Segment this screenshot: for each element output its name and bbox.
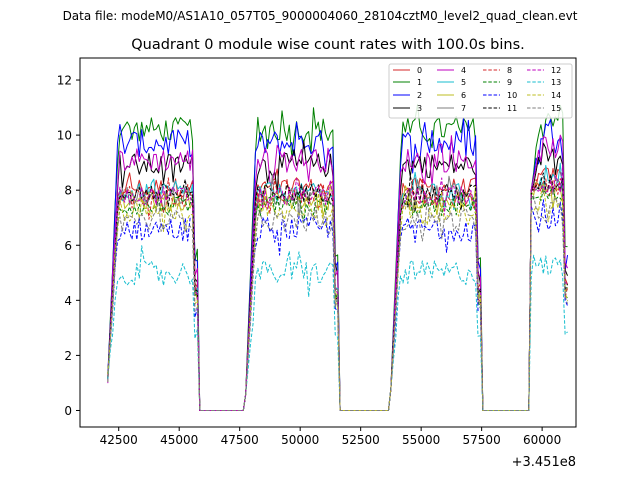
legend-label-module-12: 12 [551,66,561,75]
legend-label-module-1: 1 [417,78,422,87]
y-tick-label: 4 [64,294,72,308]
y-tick-label: 12 [57,74,72,88]
chart-suptitle: Data file: modeM0/AS1A10_057T05_90000040… [63,9,578,23]
legend-label-module-11: 11 [507,104,517,113]
legend-label-module-2: 2 [417,91,422,100]
legend-label-module-10: 10 [507,91,517,100]
x-tick-label: 42500 [100,433,138,447]
y-tick-label: 8 [64,184,72,198]
x-tick-label: 52500 [342,433,380,447]
x-tick-label: 60000 [523,433,561,447]
legend-label-module-15: 15 [551,104,561,113]
legend-label-module-6: 6 [461,91,466,100]
y-tick-label: 10 [57,129,72,143]
series-line-module-12 [107,164,568,411]
y-tick-label: 0 [64,404,72,418]
legend-label-module-14: 14 [551,91,561,100]
x-axis: 42500 45000 47500 50000 52500 55000 57500 60000 [100,427,561,447]
plot-frame [79,57,577,428]
legend-label-module-13: 13 [551,78,561,87]
x-tick-label: 50000 [281,433,319,447]
x-offset-label: +3.451e8 [512,455,576,470]
legend-label-module-8: 8 [507,66,512,75]
x-tick-label: 55000 [402,433,440,447]
chart-title: Quadrant 0 module wise count rates with … [131,37,525,53]
series-layer [107,103,569,411]
legend-label-module-9: 9 [507,78,512,87]
legend-label-module-5: 5 [461,78,466,87]
y-axis: 0 2 4 6 8 10 12 [57,74,80,418]
x-tick-label: 45000 [160,433,198,447]
legend-label-module-0: 0 [417,66,422,75]
x-tick-label: 57500 [463,433,501,447]
x-tick-label: 47500 [221,433,259,447]
legend-label-module-3: 3 [417,104,422,113]
legend-label-module-4: 4 [461,66,466,75]
legend-box [388,63,573,119]
series-line-module-15 [107,195,569,411]
y-tick-label: 2 [64,349,72,363]
y-tick-label: 6 [64,239,72,253]
legend-label-module-7: 7 [461,104,466,113]
